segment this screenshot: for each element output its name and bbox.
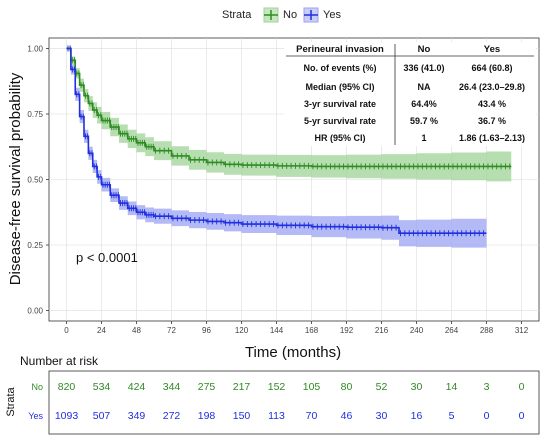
p-value-annotation: p < 0.0001: [76, 250, 138, 265]
stats-header-no: No: [418, 44, 431, 55]
stats-cell: 36.7 %: [478, 116, 506, 126]
risk-value-no: 14: [446, 381, 458, 393]
risk-value-no: 80: [341, 381, 353, 393]
censor-marks: [67, 45, 511, 237]
risk-value-no: 424: [128, 381, 146, 393]
x-tick-label: 216: [375, 326, 389, 335]
risk-value-no: 820: [58, 381, 76, 393]
risk-value-yes: 16: [411, 410, 423, 422]
risk-value-yes: 198: [198, 410, 216, 422]
stats-row-label: No. of events (%): [303, 63, 376, 73]
risk-value-yes: 46: [341, 410, 353, 422]
stats-row-label: 3-yr survival rate: [304, 99, 376, 109]
legend-item-no: No: [263, 7, 297, 23]
risk-value-yes: 272: [163, 410, 181, 422]
survival-curve-yes: [66, 47, 487, 235]
stats-header-label: Perineural invasion: [296, 44, 384, 55]
stats-cell: 664 (60.8): [471, 63, 512, 73]
risk-value-no: 30: [411, 381, 423, 393]
risk-value-yes: 5: [449, 410, 455, 422]
x-tick-label: 120: [235, 326, 249, 335]
y-axis-label: Disease-free survival probability: [7, 72, 24, 285]
x-tick-label: 192: [340, 326, 354, 335]
risk-value-no: 275: [198, 381, 216, 393]
risk-value-no: 52: [376, 381, 388, 393]
risk-table-axis-label: Strata: [5, 386, 17, 416]
stats-cell: 26.4 (23.0–29.8): [459, 82, 525, 92]
y-tick-label: 0.75: [27, 110, 43, 119]
stats-table: Perineural invasion No Yes No. of events…: [284, 42, 536, 146]
y-tick-label: 0.50: [27, 176, 43, 185]
risk-value-no: 3: [484, 381, 490, 393]
survival-curves: [66, 47, 512, 235]
x-tick-label: 48: [132, 326, 141, 335]
x-tick-label: 312: [515, 326, 529, 335]
risk-value-yes: 30: [376, 410, 388, 422]
risk-value-yes: 349: [128, 410, 146, 422]
x-axis-label: Time (months): [245, 344, 341, 361]
stats-row-label: Median (95% CI): [305, 82, 374, 92]
risk-value-no: 534: [93, 381, 111, 393]
x-tick-label: 264: [445, 326, 459, 335]
x-tick-label: 240: [410, 326, 424, 335]
x-axis-ticks: 0 24 48 72 96 120 144 168 192 216 240 264 288 312: [64, 321, 529, 335]
risk-table-panel: [48, 370, 540, 435]
risk-value-no: 152: [268, 381, 286, 393]
x-tick-label: 24: [97, 326, 106, 335]
legend-label-no: No: [283, 9, 297, 21]
legend-item-yes: Yes: [303, 7, 341, 23]
stats-cell: 43.4 %: [478, 99, 506, 109]
risk-row-label-no: No: [31, 382, 43, 392]
risk-value-no: 105: [303, 381, 321, 393]
risk-value-yes: 1093: [55, 410, 79, 422]
risk-value-yes: 0: [484, 410, 490, 422]
confidence-band-no: [66, 48, 512, 183]
survival-curve-no: [66, 47, 512, 168]
stats-cell: 59.7 %: [410, 116, 438, 126]
stats-row-label: HR (95% CI): [314, 133, 365, 143]
x-tick-label: 144: [270, 326, 284, 335]
confidence-bands: [66, 48, 512, 249]
stats-table-background: [284, 42, 536, 146]
risk-value-no: 217: [233, 381, 251, 393]
stats-cell: 1.86 (1.63–2.13): [459, 133, 525, 143]
confidence-band-yes: [66, 48, 487, 249]
x-tick-label: 168: [305, 326, 319, 335]
risk-value-yes: 507: [93, 410, 111, 422]
x-tick-label: 0: [64, 326, 69, 335]
risk-table-title: Number at risk: [20, 354, 99, 368]
risk-row-label-yes: Yes: [28, 411, 43, 421]
y-axis-ticks: 0.00 0.25 0.50 0.75 1.00: [27, 44, 49, 316]
stats-header-yes: Yes: [484, 44, 500, 55]
legend: Strata No Yes: [222, 7, 341, 23]
stats-cell: 64.4%: [411, 99, 437, 109]
legend-label-yes: Yes: [323, 9, 341, 21]
risk-value-yes: 0: [519, 410, 525, 422]
risk-value-no: 344: [163, 381, 181, 393]
stats-cell: 336 (41.0): [403, 63, 444, 73]
x-tick-label: 96: [202, 326, 211, 335]
x-tick-label: 288: [480, 326, 494, 335]
y-tick-label: 0.25: [27, 241, 43, 250]
x-tick-label: 72: [167, 326, 176, 335]
stats-cell: 1: [421, 133, 426, 143]
risk-value-no: 0: [519, 381, 525, 393]
legend-title: Strata: [222, 9, 252, 21]
stats-row-label: 5-yr survival rate: [304, 116, 376, 126]
y-tick-label: 0.00: [27, 307, 43, 316]
stats-cell: NA: [418, 82, 431, 92]
y-tick-label: 1.00: [27, 44, 43, 53]
risk-value-yes: 113: [268, 410, 285, 422]
risk-value-yes: 150: [233, 410, 251, 422]
risk-value-yes: 70: [306, 410, 318, 422]
